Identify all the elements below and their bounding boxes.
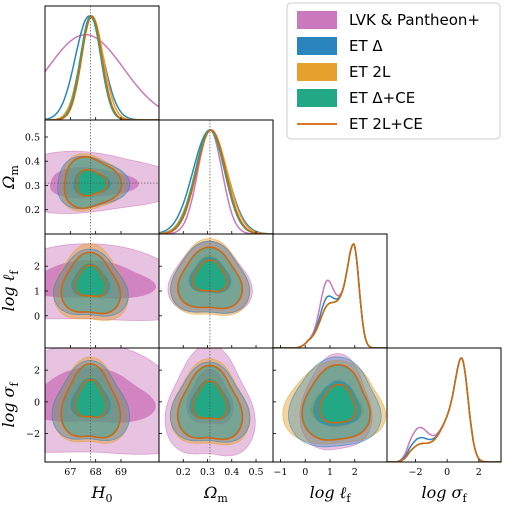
legend-frame [286, 2, 501, 140]
contour-line [63, 156, 123, 210]
contour-line [74, 378, 108, 419]
x-axis-label: log ℓf [310, 483, 352, 505]
density-curve [159, 129, 273, 234]
x-tick-label: 0.3 [200, 467, 215, 478]
contour-line [176, 364, 244, 441]
y-tick-label: 0.4 [25, 157, 40, 168]
density-curve [45, 15, 159, 120]
panel-frame [386, 347, 502, 463]
contour-line [192, 259, 228, 293]
x-tick-label: 0.2 [176, 467, 191, 478]
density-curve [387, 357, 501, 462]
legend-label: LVK & Pantheon+ [349, 11, 480, 29]
x-tick-label: 2 [352, 467, 358, 478]
contour-inner [77, 170, 107, 196]
y-tick-label: 1 [34, 287, 40, 298]
contour-panel-H0-logl [44, 233, 160, 349]
density-curve [159, 129, 273, 234]
legend-swatch [297, 89, 337, 107]
y-tick-label: 0.5 [25, 132, 40, 143]
y-axis-label: log σf [0, 382, 21, 428]
y-tick-label: 0.2 [25, 205, 40, 216]
y-axis-label: Ωm [0, 165, 21, 190]
contour-line [177, 246, 244, 310]
contour-line [75, 168, 108, 197]
y-tick-label: 2 [34, 262, 40, 273]
y-axis-label: log ℓf [0, 270, 21, 312]
y-tick-label: 0 [34, 311, 40, 322]
x-tick-label: 69 [115, 467, 127, 478]
legend-swatch [297, 37, 337, 55]
contour-panel-logl-logs [272, 347, 388, 463]
contour-line [74, 264, 108, 298]
contour-inner [75, 380, 106, 417]
legend-label: ET Δ [349, 37, 383, 55]
diag-panel-H0 [44, 5, 160, 121]
contour-inner [320, 385, 356, 423]
contour-panel-Om-logs [158, 347, 274, 463]
x-tick-label: 1 [327, 467, 333, 478]
legend-label: ET 2L [349, 63, 391, 81]
contour-panel-H0-Om [44, 119, 160, 235]
legend-label: ET Δ+CE [349, 89, 415, 107]
contour-line [60, 251, 122, 315]
legend-label: ET 2L+CE [349, 115, 423, 133]
contour-line [301, 363, 372, 441]
diag-panel-Om [158, 119, 274, 235]
contour-inner [75, 265, 106, 296]
y-tick-label: 2 [34, 366, 40, 377]
density-curve [273, 243, 387, 348]
diag-panel-logs [386, 347, 502, 463]
x-tick-label: 67 [64, 467, 76, 478]
diag-panel-logl [272, 233, 388, 349]
panel-frame [272, 233, 388, 349]
contour-line [60, 363, 122, 439]
density-curve [273, 243, 387, 348]
legend: LVK & Pantheon+ ET Δ ET 2L ET Δ+CE ET 2L+CE [286, 2, 501, 140]
density-curve [387, 357, 501, 462]
x-tick-label: 68 [90, 467, 102, 478]
y-tick-label: 0.3 [25, 181, 40, 192]
density-curve [387, 357, 501, 462]
contour-panel-H0-logs [44, 347, 160, 463]
x-axis-label: H0 [91, 483, 113, 505]
contour-panel-Om-logl [158, 233, 274, 349]
x-tick-label: −1 [273, 467, 287, 478]
x-tick-label: 0.5 [248, 467, 263, 478]
legend-swatch [297, 11, 337, 29]
contour-inner [193, 260, 227, 291]
contour-line [192, 380, 228, 420]
y-tick-label: 0 [34, 397, 40, 408]
x-tick-label: 2 [476, 467, 482, 478]
x-tick-label: 0 [302, 467, 308, 478]
x-tick-label: 0 [444, 467, 450, 478]
x-axis-label: Ωm [203, 483, 228, 505]
x-tick-label: −2 [408, 467, 422, 478]
density-curve [45, 15, 159, 120]
y-tick-label: −2 [26, 429, 40, 440]
x-axis-label: log σf [421, 483, 467, 505]
legend-swatch [297, 63, 337, 81]
contour-line [319, 383, 357, 424]
x-tick-label: 0.4 [224, 467, 239, 478]
density-curve [387, 357, 501, 462]
density-curve [387, 357, 501, 462]
density-curve [45, 33, 159, 108]
